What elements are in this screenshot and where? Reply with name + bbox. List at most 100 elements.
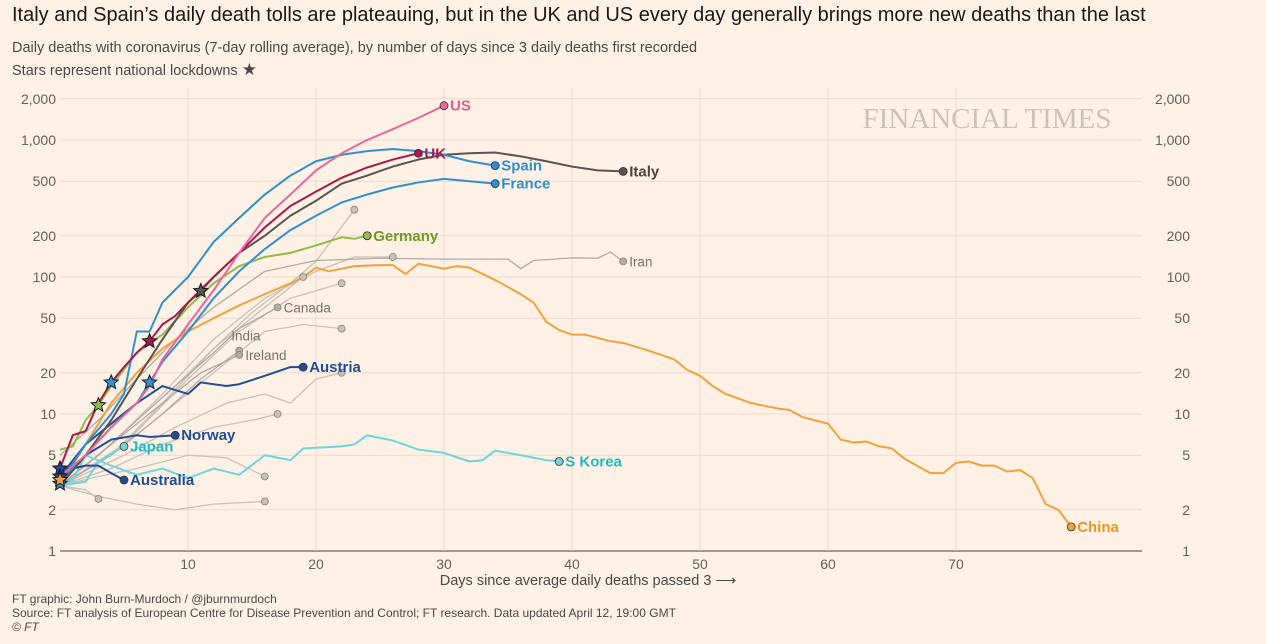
lockdown-stars	[51, 282, 210, 491]
series-end-dot-iran	[619, 257, 628, 266]
series-end-dot-other-country	[273, 410, 282, 418]
ft-watermark: FINANCIAL TIMES	[863, 103, 1112, 135]
series-line-other-country	[59, 413, 278, 487]
series-line-china	[59, 262, 1073, 528]
series-end-dot-australia	[119, 475, 129, 485]
series-label-australia: Australia	[130, 472, 195, 489]
x-axis-label: Days since average daily deaths passed 3…	[440, 573, 737, 589]
series-label-india: India	[231, 329, 261, 344]
x-tick-label: 50	[692, 556, 708, 572]
y-tick-label-right: 5	[1182, 447, 1190, 463]
series-label-japan: Japan	[130, 438, 173, 455]
x-tick-label: 20	[308, 556, 324, 572]
axes: 1 1 2 2 5 5 10 10 20 20 50 50 100 100 200 200 500 500 1,00…	[21, 91, 1190, 572]
series-end-dot-austria	[298, 362, 308, 372]
y-tick-label-left: 2,000	[21, 91, 56, 107]
star-icon: ★	[241, 60, 257, 79]
series-label-uk: UK	[424, 145, 446, 162]
series-end-dot-other-country	[299, 273, 308, 281]
series-label-canada: Canada	[284, 300, 332, 315]
series-end-dot-ireland	[235, 351, 244, 359]
y-tick-label-right: 1	[1182, 543, 1190, 559]
series-line-spain	[59, 147, 496, 483]
stars-note: Stars represent national lockdowns ★	[12, 60, 257, 80]
series-end-dot-uk	[413, 148, 423, 158]
y-tick-label-right: 50	[1174, 310, 1190, 326]
y-tick-label-right: 10	[1174, 406, 1190, 422]
series-end-dot-other-country	[388, 253, 397, 261]
series-end-dot-other-country	[260, 472, 269, 481]
series-line-us	[59, 104, 445, 478]
series-line-italy	[59, 151, 624, 487]
series-end-dot-other-country	[337, 279, 346, 288]
series-label-italy: Italy	[629, 163, 660, 180]
chart-subtitle: Daily deaths with coronavirus (7-day rol…	[12, 40, 698, 56]
y-tick-label-left: 500	[33, 173, 57, 189]
line-chart: FINANCIAL TIMES 1 1 2 2 5 5 10 10 20 20 50 50 100 100…	[21, 88, 1190, 589]
series-label-s-korea: S Korea	[565, 454, 622, 471]
series-label-ireland: Ireland	[245, 348, 286, 363]
series-end-dot-us	[439, 101, 449, 111]
y-tick-label-left: 20	[40, 365, 56, 381]
series-line-japan	[59, 445, 125, 487]
y-tick-label-left: 200	[33, 228, 57, 244]
x-axis-label-text: Days since average daily deaths passed 3	[440, 573, 712, 589]
lockdown-star-icon	[102, 373, 120, 390]
series-label-spain: Spain	[501, 158, 542, 175]
y-tick-label-left: 100	[33, 269, 57, 285]
lockdown-star-icon	[51, 471, 69, 488]
x-tick-label: 10	[180, 556, 196, 572]
series-label-iran: Iran	[629, 254, 652, 269]
x-tick-label: 70	[948, 556, 964, 572]
y-tick-label-right: 20	[1174, 365, 1190, 381]
stars-note-text: Stars represent national lockdowns	[12, 63, 238, 79]
series-label-germany: Germany	[373, 228, 439, 245]
y-tick-label-right: 100	[1167, 269, 1191, 285]
series-end-dot-other-country	[337, 368, 346, 377]
y-tick-label-left: 1	[48, 543, 56, 559]
series-line-other-country	[59, 484, 99, 500]
series-line-other-country	[59, 485, 265, 511]
series-end-dot-france	[490, 179, 500, 189]
series-end-dot-norway	[170, 430, 180, 440]
series-label-us: US	[450, 98, 471, 115]
series-line-uk	[59, 152, 419, 469]
y-tick-label-left: 2	[48, 502, 56, 518]
series-labels: Canada India Ireland Iran China S Korea Japan A…	[94, 98, 1120, 536]
y-tick-label-left: 5	[48, 447, 56, 463]
footer-source: Source: FT analysis of European Centre f…	[12, 606, 676, 620]
series-end-dot-italy	[618, 166, 628, 176]
y-tick-label-left: 10	[40, 406, 56, 422]
arrow-right-icon: ⟶	[715, 573, 736, 589]
series-label-france: France	[501, 176, 550, 193]
series-end-dot-other-country	[260, 497, 269, 506]
series-line-iran	[59, 251, 624, 456]
footer-credit: FT graphic: John Burn-Murdoch / @jburnmu…	[12, 592, 277, 606]
series-end-dot-other-country	[337, 324, 346, 333]
y-tick-label-right: 1,000	[1155, 132, 1190, 148]
series-end-dot-other-country	[94, 495, 103, 503]
lockdown-star-icon	[141, 332, 158, 349]
footer-copyright: © FT	[12, 620, 39, 634]
series-line-s-korea	[59, 434, 560, 487]
series-line-other-country	[59, 372, 342, 487]
series-label-norway: Norway	[181, 427, 236, 444]
series-label-china: China	[1077, 519, 1119, 536]
series-line-other-country	[59, 454, 266, 487]
series-end-dot-germany	[362, 231, 372, 241]
y-tick-label-left: 50	[40, 310, 56, 326]
x-tick-label: 60	[820, 556, 836, 572]
x-tick-label: 40	[564, 556, 580, 572]
y-tick-label-right: 200	[1167, 228, 1191, 244]
series-label-austria: Austria	[309, 359, 361, 376]
chart-title: Italy and Spain’s daily death tolls are …	[12, 4, 1146, 26]
y-tick-label-right: 2	[1182, 502, 1190, 518]
lockdown-star-icon	[90, 396, 107, 413]
series-end-dot-canada	[273, 303, 282, 312]
lockdown-star-icon	[141, 373, 158, 390]
series-end-dot-s-korea	[554, 457, 564, 466]
y-tick-label-right: 2,000	[1155, 91, 1190, 107]
series-end-dot-china	[1066, 522, 1076, 532]
lockdown-star-icon	[192, 282, 210, 299]
y-tick-label-right: 500	[1167, 173, 1191, 189]
